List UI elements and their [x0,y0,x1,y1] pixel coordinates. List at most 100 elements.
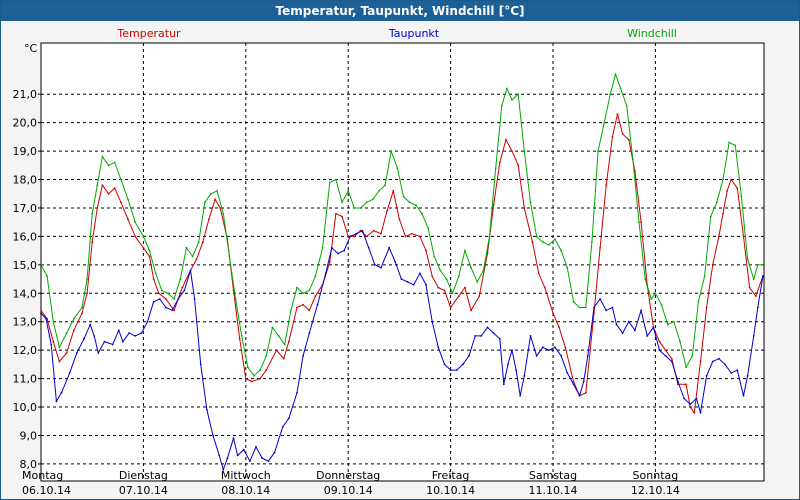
data-point-taupunkt [193,298,196,300]
data-point-temperatur [478,295,481,297]
data-point-windchill [46,275,48,278]
data-point-windchill [191,255,194,258]
data-point-temperatur [616,113,619,115]
data-point-taupunkt [273,451,276,454]
data-point-windchill [65,332,68,334]
data-point-windchill [127,198,129,201]
data-point-taupunkt [699,411,702,414]
data-point-windchill [619,87,622,90]
data-point-taupunkt [330,246,333,249]
data-point-windchill [470,266,472,269]
data-point-taupunkt [752,335,755,337]
data-point-taupunkt [599,298,601,300]
data-point-windchill [715,201,718,204]
data-point-taupunkt [627,320,630,323]
data-point-windchill [476,281,479,283]
data-point-taupunkt [232,437,235,440]
data-point-windchill [433,255,436,258]
data-point-temperatur [181,286,184,289]
data-point-windchill [709,215,712,218]
data-point-temperatur [685,383,687,386]
data-point-temperatur [152,278,155,280]
x-tick-day: Freitag [432,469,470,482]
data-point-temperatur [347,235,350,238]
data-point-temperatur [523,207,526,209]
data-point-windchill [697,300,700,303]
data-point-windchill [603,121,606,124]
data-point-windchill [762,263,764,266]
data-point-taupunkt [316,303,319,306]
data-point-taupunkt [535,355,538,357]
data-point-windchill [197,241,200,244]
data-point-taupunkt [308,332,311,334]
data-point-taupunkt [212,434,214,437]
data-point-taupunkt [128,332,130,334]
data-point-taupunkt [762,275,764,278]
data-point-temperatur [517,164,520,167]
data-point-temperatur [449,306,452,309]
data-point-temperatur [718,235,720,238]
data-point-taupunkt [515,369,517,371]
data-point-temperatur [711,263,714,266]
data-point-windchill [390,150,393,153]
data-point-windchill [494,167,497,170]
data-point-taupunkt [218,454,221,457]
data-point-taupunkt [388,246,391,249]
series-lines [40,72,764,472]
data-point-windchill [167,292,169,295]
data-point-windchill [728,141,730,144]
data-point-taupunkt [419,272,421,275]
data-point-taupunkt [486,326,489,329]
data-point-taupunkt [502,383,505,386]
data-point-taupunkt [634,329,636,332]
data-point-windchill [203,201,206,204]
data-point-temperatur [404,235,407,238]
data-point-temperatur [148,255,151,258]
data-point-temperatur [386,209,388,212]
data-point-taupunkt [523,374,526,377]
data-point-taupunkt [511,349,513,352]
data-point-taupunkt [40,312,42,315]
data-point-taupunkt [437,346,440,349]
data-point-taupunkt [443,363,446,366]
data-point-taupunkt [146,320,149,323]
y-tick-label: 10,0 [13,401,38,414]
data-point-taupunkt [83,337,85,340]
data-point-temperatur [282,357,285,360]
data-point-temperatur [365,235,368,238]
data-point-taupunkt [756,306,759,309]
data-point-temperatur [265,369,268,371]
data-point-windchill [535,235,538,238]
data-point-temperatur [134,235,137,238]
data-point-windchill [591,241,593,244]
data-point-windchill [296,286,298,289]
data-point-taupunkt [281,426,284,428]
data-point-taupunkt [324,272,327,275]
data-point-taupunkt [380,266,382,269]
data-point-temperatur [244,377,247,380]
data-point-windchill [81,306,83,309]
data-point-temperatur [511,150,513,153]
data-point-windchill [740,195,743,198]
data-point-taupunkt [462,363,464,366]
data-point-temperatur [392,190,395,192]
data-point-windchill [482,269,485,272]
data-point-temperatur [120,201,122,204]
data-point-windchill [265,355,268,357]
data-point-temperatur [742,235,745,238]
data-point-taupunkt [541,346,544,349]
data-point-taupunkt [554,346,556,349]
y-tick-label: 8,0 [20,458,38,471]
data-point-temperatur [486,252,489,255]
data-point-windchill [134,221,137,224]
data-point-temperatur [584,391,587,394]
data-point-windchill [228,255,231,258]
data-point-windchill [752,278,755,280]
data-point-temperatur [287,340,290,343]
data-point-windchill [216,190,219,192]
data-point-windchill [101,155,104,158]
data-point-temperatur [214,198,217,201]
data-point-windchill [384,184,386,187]
data-point-temperatur [380,232,382,235]
